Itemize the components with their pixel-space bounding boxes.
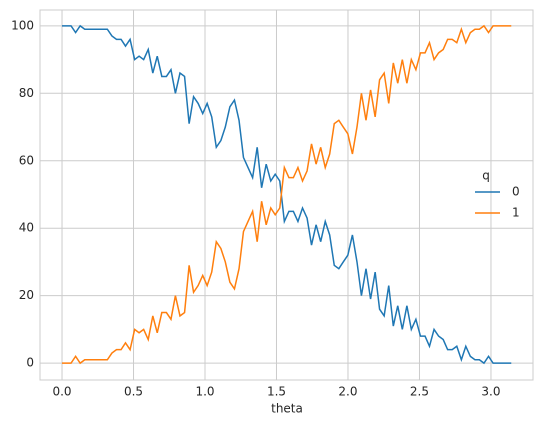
y-tick-label: 40 bbox=[19, 221, 34, 235]
line bbox=[62, 24, 512, 365]
x-tick-label: 2.0 bbox=[338, 385, 357, 399]
plot-area bbox=[39, 9, 534, 381]
x-tick-label: 1.0 bbox=[195, 385, 214, 399]
x-tick-label: 0.5 bbox=[124, 385, 143, 399]
y-tick-label: 100 bbox=[11, 18, 34, 32]
x-tick-label: 1.5 bbox=[267, 385, 286, 399]
y-tick-label: 80 bbox=[19, 86, 34, 100]
y-tick-label: 60 bbox=[19, 153, 34, 167]
y-tick-label: 0 bbox=[26, 356, 34, 370]
x-tick-label: 2.5 bbox=[410, 385, 429, 399]
x-tick-label: 0.0 bbox=[52, 385, 71, 399]
legend-label: 0 bbox=[512, 185, 520, 199]
x-axis-label: theta bbox=[271, 402, 303, 416]
x-tick-label: 3.0 bbox=[481, 385, 500, 399]
legend-title: q bbox=[482, 169, 490, 183]
line bbox=[62, 24, 512, 365]
legend-label: 1 bbox=[512, 206, 520, 220]
y-tick-label: 20 bbox=[19, 288, 34, 302]
